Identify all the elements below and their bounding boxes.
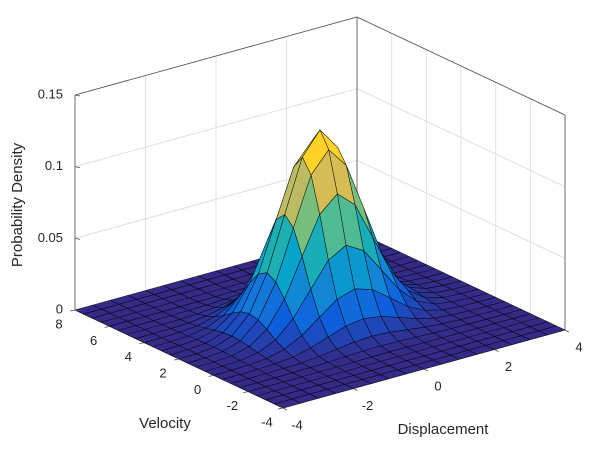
x-tick-label: 2 bbox=[505, 359, 512, 374]
y-tick-label: 0 bbox=[194, 382, 201, 397]
x-axis-label: Displacement bbox=[398, 421, 490, 438]
x-tick-label: 4 bbox=[575, 339, 582, 354]
z-tick-label: 0.1 bbox=[45, 158, 63, 173]
y-tick bbox=[104, 325, 110, 328]
surface bbox=[74, 129, 566, 409]
y-tick bbox=[139, 342, 145, 345]
y-tick bbox=[243, 391, 249, 394]
y-tick-label: 2 bbox=[159, 365, 166, 380]
labels: 0 0.05 0.1 0.15 -4 -2 0 2 4 -4 -2 0 2 4 6 8 bbox=[38, 86, 583, 432]
y-tick-label: -4 bbox=[261, 414, 273, 429]
z-tick bbox=[74, 237, 81, 240]
z-tick-label: 0.15 bbox=[38, 86, 63, 101]
z-tick bbox=[74, 94, 81, 97]
x-tick bbox=[494, 349, 499, 352]
z-axis-label: Probability Density bbox=[9, 142, 26, 267]
z-tick bbox=[74, 309, 81, 312]
y-tick-label: 4 bbox=[125, 349, 132, 364]
y-axis-label: Velocity bbox=[139, 415, 191, 432]
box-edge bbox=[356, 16, 566, 116]
x-tick-label: 0 bbox=[434, 378, 441, 393]
z-tick-label: 0.05 bbox=[38, 230, 63, 245]
y-tick bbox=[173, 358, 180, 361]
y-tick-label: -2 bbox=[227, 398, 239, 413]
x-tick-label: -4 bbox=[291, 417, 303, 432]
y-tick bbox=[277, 407, 284, 410]
y-tick-label: 6 bbox=[90, 333, 97, 348]
z-tick bbox=[74, 166, 81, 169]
x-tick bbox=[353, 388, 358, 391]
y-tick bbox=[208, 374, 214, 377]
box-edge bbox=[74, 16, 358, 96]
x-tick bbox=[564, 329, 570, 333]
z-tick-label: 0 bbox=[56, 301, 63, 316]
x-tick bbox=[423, 368, 429, 372]
surface-patch bbox=[274, 398, 301, 409]
x-tick-label: -2 bbox=[362, 398, 374, 413]
y-tick-label: 8 bbox=[55, 316, 62, 331]
x-tick bbox=[282, 407, 288, 411]
y-tick bbox=[69, 309, 76, 312]
